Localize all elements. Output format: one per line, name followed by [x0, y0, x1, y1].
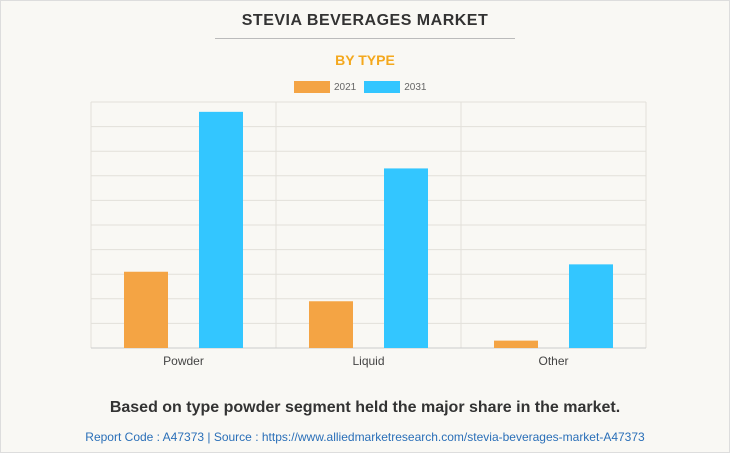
- source-footer[interactable]: Report Code : A47373 | Source : https://…: [85, 430, 645, 444]
- bar-liquid-2031: [384, 168, 428, 348]
- bar-powder-2031: [199, 111, 243, 348]
- legend-swatch-2031: [364, 81, 401, 93]
- legend-label-2031: 2031: [404, 81, 427, 93]
- x-tick-label: Liquid: [352, 354, 384, 368]
- title-divider: [215, 38, 515, 39]
- legend: 2021 2031: [294, 81, 435, 93]
- bar-liquid-2021: [309, 301, 353, 348]
- bar-other-2021: [494, 340, 538, 348]
- chart-title: STEVIA BEVERAGES MARKET: [241, 12, 489, 29]
- bar-other-2031: [569, 264, 613, 348]
- bar-powder-2021: [124, 271, 168, 348]
- caption: Based on type powder segment held the ma…: [109, 399, 621, 416]
- x-tick-label: Powder: [163, 354, 204, 368]
- legend-swatch-2021: [294, 81, 330, 93]
- x-tick-label: Other: [538, 354, 568, 368]
- legend-label-2021: 2021: [334, 81, 357, 93]
- chart-subtitle: BY TYPE: [335, 52, 395, 68]
